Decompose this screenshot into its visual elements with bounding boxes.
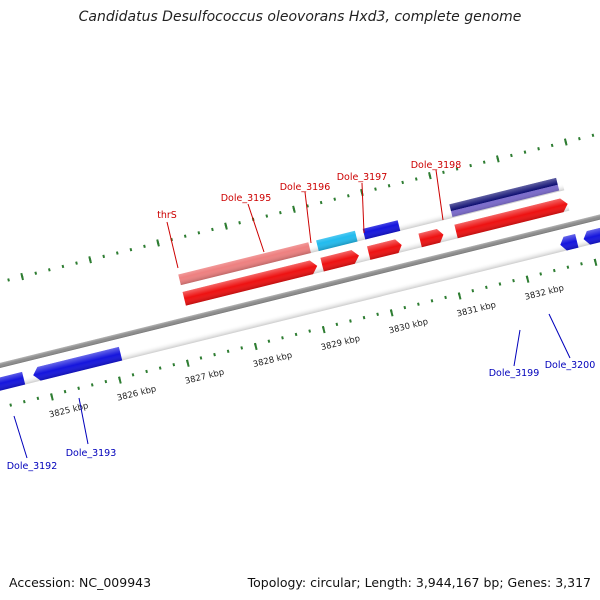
leader-line	[13, 415, 28, 459]
leader-line	[78, 397, 89, 445]
reverse-gene-labels: Dole_3192 Dole_3193 Dole_3199 Dole_3200	[7, 313, 596, 472]
gene-label-dole-3193[interactable]: Dole_3193	[66, 448, 117, 459]
gene-label-dole-3196[interactable]: Dole_3196	[280, 182, 331, 193]
gene-label-dole-3198[interactable]: Dole_3198	[411, 160, 462, 171]
lower-tick-ring	[9, 258, 598, 407]
scale-label: 3831 kbp	[456, 300, 497, 319]
gene-label-dole-3195[interactable]: Dole_3195	[221, 193, 272, 204]
scale-label: 3828 kbp	[252, 351, 293, 370]
leader-line	[435, 169, 444, 221]
leader-line	[304, 191, 312, 244]
leader-line	[166, 221, 179, 269]
scale-label: 3832 kbp	[524, 283, 565, 302]
gene-label-dole-3200[interactable]: Dole_3200	[545, 360, 596, 371]
gene-label-dole-3192[interactable]: Dole_3192	[7, 461, 58, 472]
gene-label-dole-3197[interactable]: Dole_3197	[337, 172, 388, 183]
gene-label-thrS[interactable]: thrS	[157, 210, 177, 221]
gene-label-dole-3199[interactable]: Dole_3199	[489, 368, 540, 379]
accession-label: Accession: NC_009943	[9, 575, 152, 590]
scale-label: 3827 kbp	[184, 367, 225, 386]
forward-gene-labels: thrS Dole_3195 Dole_3196 Dole_3197 Dole_…	[157, 160, 462, 269]
genome-title: Candidatus Desulfococcus oleovorans Hxd3…	[78, 9, 522, 25]
forward-strand-genes	[177, 176, 570, 306]
scale-label: 3830 kbp	[388, 317, 429, 336]
scale-label: 3826 kbp	[116, 384, 157, 403]
scale-label: 3829 kbp	[320, 334, 361, 353]
leader-line	[548, 313, 571, 359]
leader-line	[247, 203, 265, 253]
leader-line	[513, 329, 521, 367]
genome-summary: Topology: circular; Length: 3,944,167 bp…	[247, 575, 591, 590]
leader-line	[361, 182, 365, 234]
reverse-strand-genes	[0, 209, 600, 399]
